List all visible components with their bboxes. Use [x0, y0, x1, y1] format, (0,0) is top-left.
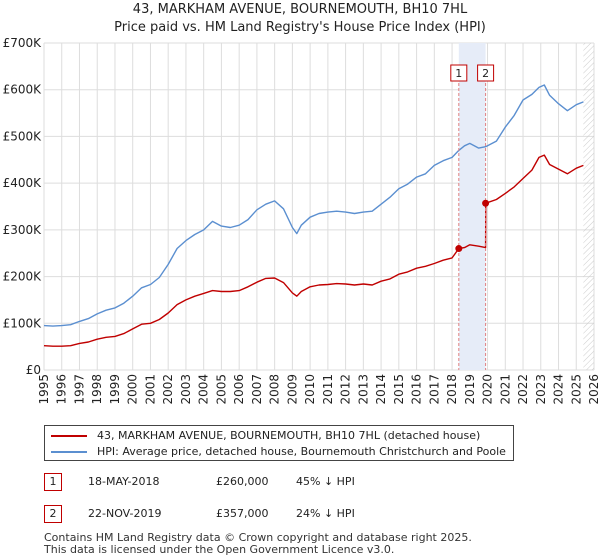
transaction-hpi-diff: 24% ↓ HPI	[296, 507, 355, 520]
y-tick-label: £400K	[3, 176, 43, 190]
x-tick-label: 2015	[392, 374, 406, 405]
x-tick-label: 2010	[303, 374, 317, 405]
x-tick-label: 2026	[587, 374, 600, 405]
x-tick-label: 2019	[463, 374, 477, 405]
x-tick-label: 2013	[356, 374, 370, 405]
hpi-line	[43, 154, 584, 347]
x-tick-label: 2003	[179, 374, 193, 405]
chart-subtitle: Price paid vs. HM Land Registry's House …	[114, 20, 486, 35]
transaction-price: £260,000	[216, 475, 269, 488]
legend-swatch-hpi	[51, 451, 87, 453]
x-tick-label: 2021	[498, 374, 512, 405]
transaction-flag-box	[450, 64, 468, 82]
y-tick-label: £500K	[3, 129, 43, 143]
x-tick-label: 2011	[321, 374, 335, 405]
transaction-flag-label: 1	[455, 67, 462, 80]
axes: £0 £100K £200K £300K £400K £500K £600K £700K 199…	[3, 36, 600, 405]
transaction-date: 18-MAY-2018	[88, 475, 160, 488]
transaction-price: £357,000	[216, 507, 269, 520]
x-tick-label: 2004	[197, 374, 211, 405]
legend-item-property: 43, MARKHAM AVENUE, BOURNEMOUTH, BH10 7H…	[51, 428, 480, 444]
x-tick-label: 2016	[410, 374, 424, 405]
grid	[43, 42, 595, 371]
x-tick-label: 2017	[427, 374, 441, 405]
x-tick-label: 1997	[72, 374, 86, 405]
shaded-period	[458, 43, 486, 370]
y-tick-label: £100K	[3, 316, 43, 330]
x-tick-label: 2014	[374, 374, 388, 405]
forecast-hatch	[583, 43, 594, 370]
x-tick-label: 1995	[37, 374, 51, 405]
y-tick-label: £600K	[3, 83, 43, 97]
x-tick-label: 2025	[569, 374, 583, 405]
x-tick-label: 2018	[445, 374, 459, 405]
x-tick-label: 2020	[481, 374, 495, 405]
x-tick-label: 2012	[339, 374, 353, 405]
x-tick-label: 2006	[232, 374, 246, 405]
x-tick-label: 1996	[55, 374, 69, 405]
transaction-point	[455, 245, 463, 253]
x-tick-label: 2007	[250, 374, 264, 405]
x-tick-label: 2008	[268, 374, 282, 405]
series-lines	[43, 84, 584, 347]
x-tick-label: 1999	[108, 374, 122, 405]
y-tick-label: £200K	[3, 270, 43, 284]
x-tick-label: 2009	[285, 374, 299, 405]
x-tick-label: 2005	[214, 374, 228, 405]
footer-copyright: Contains HM Land Registry data © Crown c…	[44, 531, 472, 544]
footer-licence: This data is licensed under the Open Gov…	[44, 543, 395, 556]
transaction-badge: 1	[44, 473, 62, 491]
chart-title: 43, MARKHAM AVENUE, BOURNEMOUTH, BH10 7H…	[132, 2, 468, 17]
x-tick-label: 2000	[126, 374, 140, 405]
x-tick-label: 2023	[534, 374, 548, 405]
transaction-row: 2 22-NOV-2019 £357,000 24% ↓ HPI	[44, 505, 404, 525]
x-tick-label: 2022	[516, 374, 530, 405]
transaction-flag-box	[477, 64, 495, 82]
transaction-date: 22-NOV-2019	[88, 507, 162, 520]
legend-item-hpi: HPI: Average price, detached house, Bour…	[51, 444, 506, 460]
x-tick-label: 2024	[552, 374, 566, 405]
y-tick-label: £0	[26, 363, 41, 377]
y-tick-label: £700K	[3, 36, 43, 50]
transaction-hpi-diff: 45% ↓ HPI	[296, 475, 355, 488]
x-tick-label: 1998	[90, 374, 104, 405]
transaction-point	[482, 199, 490, 207]
legend-swatch-property	[51, 435, 87, 437]
x-tick-label: 2002	[161, 374, 175, 405]
forecast-area	[583, 43, 594, 370]
legend: 43, MARKHAM AVENUE, BOURNEMOUTH, BH10 7H…	[44, 425, 514, 461]
legend-label-property: 43, MARKHAM AVENUE, BOURNEMOUTH, BH10 7H…	[97, 429, 481, 442]
transaction-flag-label: 2	[482, 67, 489, 80]
transaction-period-shade	[458, 43, 486, 370]
y-tick-label: £300K	[3, 223, 43, 237]
transaction-row: 1 18-MAY-2018 £260,000 45% ↓ HPI	[44, 473, 404, 493]
property-price-line	[43, 84, 584, 327]
legend-label-hpi: HPI: Average price, detached house, Bour…	[97, 445, 506, 458]
transaction-badge: 2	[44, 505, 62, 523]
x-tick-label: 2001	[143, 374, 157, 405]
